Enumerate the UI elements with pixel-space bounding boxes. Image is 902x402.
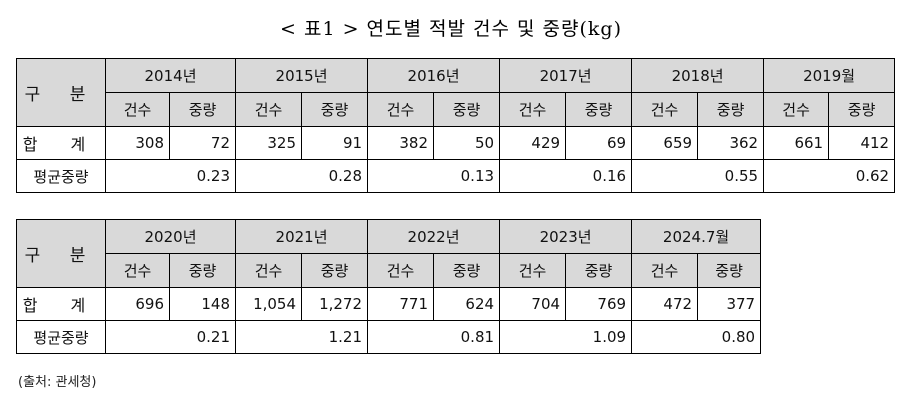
weight-header: 중량 xyxy=(697,92,765,127)
avg-label: 평균중량 xyxy=(16,320,106,354)
count-cell: 382 xyxy=(367,126,435,160)
count-cell: 429 xyxy=(499,126,567,160)
weight-cell: 377 xyxy=(697,287,762,321)
year-header: 2018년 xyxy=(631,58,765,93)
seizure-table-2020-2024: 구 분 2020년 2021년 2022년 2023년 2024.7월 건수 중… xyxy=(16,219,762,354)
count-cell: 661 xyxy=(763,126,830,160)
weight-cell: 362 xyxy=(697,126,765,160)
weight-cell: 412 xyxy=(828,126,896,160)
avg-cell: 0.55 xyxy=(631,159,765,193)
weight-header: 중량 xyxy=(565,92,633,127)
table-title: < 표1 > 연도별 적발 건수 및 중량(kg) xyxy=(280,18,622,40)
weight-cell: 624 xyxy=(433,287,501,321)
count-header: 건수 xyxy=(367,92,435,127)
count-header: 건수 xyxy=(499,92,567,127)
count-cell: 696 xyxy=(105,287,170,321)
count-header: 건수 xyxy=(499,253,567,288)
year-header: 2016년 xyxy=(367,58,501,93)
weight-cell: 69 xyxy=(565,126,633,160)
weight-header: 중량 xyxy=(301,253,369,288)
weight-cell: 91 xyxy=(301,126,369,160)
count-cell: 704 xyxy=(499,287,567,321)
count-cell: 659 xyxy=(631,126,699,160)
avg-row: 평균중량 0.21 1.21 0.81 1.09 0.80 xyxy=(16,320,762,354)
weight-cell: 50 xyxy=(433,126,501,160)
year-header: 2021년 xyxy=(235,219,369,254)
weight-header: 중량 xyxy=(168,92,237,127)
year-header: 2023년 xyxy=(499,219,633,254)
avg-cell: 0.23 xyxy=(104,159,237,193)
avg-label: 평균중량 xyxy=(16,159,106,193)
year-header: 2015년 xyxy=(235,58,369,93)
weight-header: 중량 xyxy=(828,92,896,127)
year-header: 2017년 xyxy=(499,58,633,93)
avg-cell: 0.16 xyxy=(499,159,633,193)
count-header: 건수 xyxy=(235,253,303,288)
count-header: 건수 xyxy=(367,253,435,288)
avg-cell: 0.21 xyxy=(104,320,237,354)
avg-cell: 0.13 xyxy=(367,159,501,193)
year-header: 2019월 xyxy=(763,58,896,93)
weight-header: 중량 xyxy=(301,92,369,127)
category-header: 구 분 xyxy=(16,219,106,288)
weight-header: 중량 xyxy=(565,253,633,288)
count-cell: 472 xyxy=(631,287,699,321)
weight-header: 중량 xyxy=(168,253,237,288)
weight-header: 중량 xyxy=(697,253,762,288)
count-header: 건수 xyxy=(631,253,699,288)
year-header: 2014년 xyxy=(104,58,237,93)
year-header: 2020년 xyxy=(104,219,237,254)
total-label: 합 계 xyxy=(16,287,106,321)
weight-cell: 1,272 xyxy=(301,287,369,321)
count-header: 건수 xyxy=(631,92,699,127)
avg-cell: 1.09 xyxy=(499,320,633,354)
count-header: 건수 xyxy=(763,92,830,127)
weight-cell: 769 xyxy=(565,287,633,321)
avg-cell: 0.81 xyxy=(367,320,501,354)
weight-header: 중량 xyxy=(433,92,501,127)
total-row: 합 계 696 148 1,054 1,272 771 624 704 769 … xyxy=(16,287,762,321)
year-header: 2022년 xyxy=(367,219,501,254)
avg-cell: 1.21 xyxy=(235,320,369,354)
count-header: 건수 xyxy=(105,253,170,288)
total-row: 합 계 308 72 325 91 382 50 429 69 659 362 … xyxy=(16,126,896,160)
weight-header: 중량 xyxy=(433,253,501,288)
count-header: 건수 xyxy=(105,92,170,127)
seizure-table-2014-2019: 구 분 2014년 2015년 2016년 2017년 2018년 2019월 … xyxy=(16,58,896,193)
avg-row: 평균중량 0.23 0.28 0.13 0.16 0.55 0.62 xyxy=(16,159,896,193)
weight-cell: 72 xyxy=(168,126,237,160)
weight-cell: 148 xyxy=(168,287,237,321)
avg-cell: 0.80 xyxy=(631,320,762,354)
count-cell: 1,054 xyxy=(235,287,303,321)
year-header: 2024.7월 xyxy=(631,219,762,254)
source-note: (출처: 관세청) xyxy=(18,375,97,390)
count-cell: 308 xyxy=(105,126,170,160)
count-header: 건수 xyxy=(235,92,303,127)
avg-cell: 0.62 xyxy=(763,159,896,193)
count-cell: 771 xyxy=(367,287,435,321)
total-label: 합 계 xyxy=(16,126,106,160)
category-header: 구 분 xyxy=(16,58,106,127)
count-cell: 325 xyxy=(235,126,303,160)
avg-cell: 0.28 xyxy=(235,159,369,193)
